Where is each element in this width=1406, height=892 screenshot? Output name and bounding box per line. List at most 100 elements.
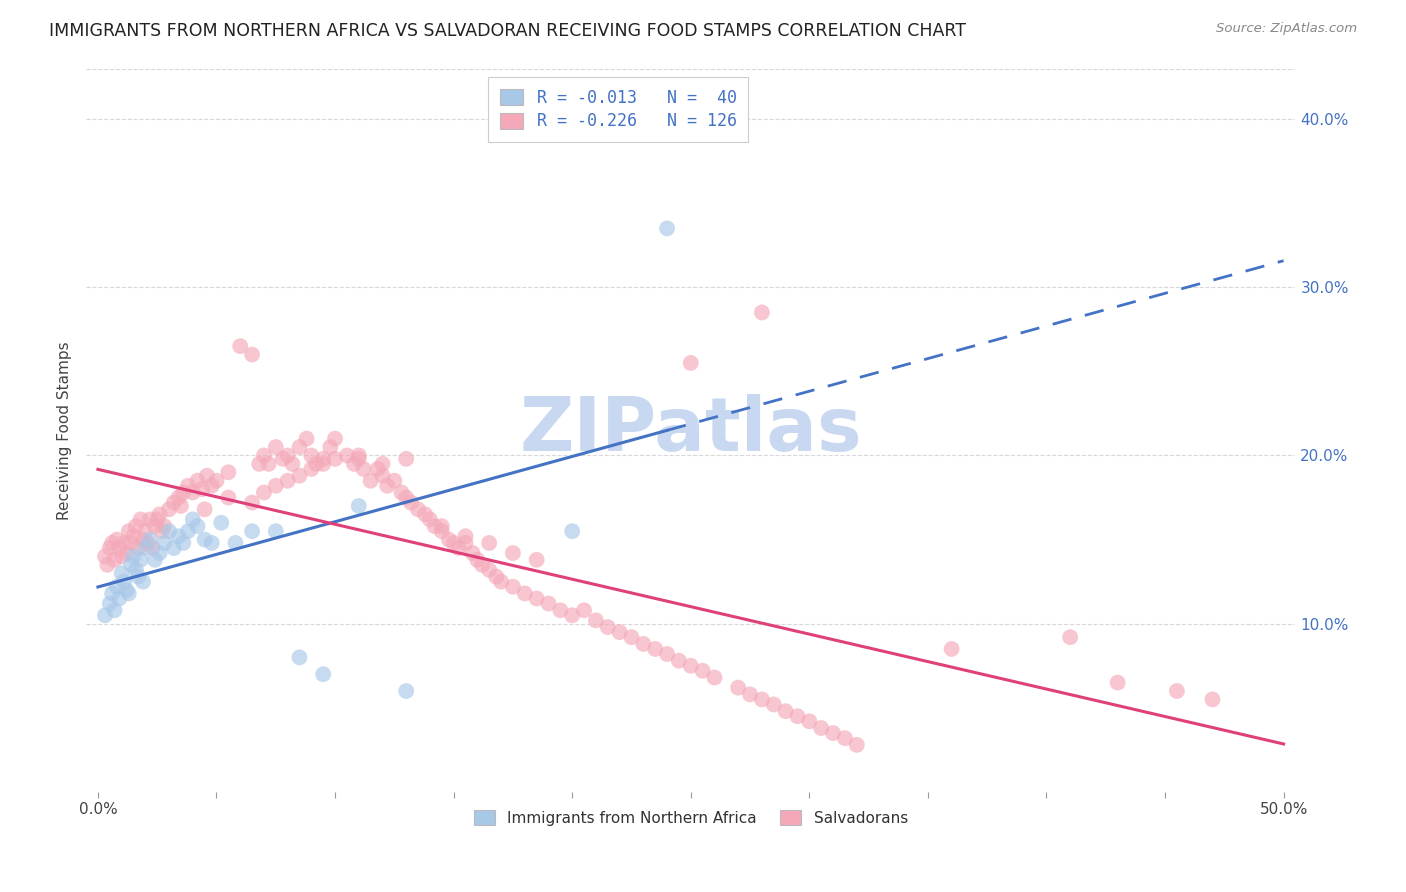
Point [172, 536, 194, 550]
Point [1059, 630, 1081, 644]
Point [253, 449, 276, 463]
Point [139, 512, 162, 526]
Point [471, 558, 494, 572]
Point [148, 546, 170, 560]
Point [136, 536, 159, 550]
Point [762, 698, 785, 712]
Point [264, 524, 287, 538]
Point [343, 457, 366, 471]
Point [347, 499, 370, 513]
Point [201, 536, 224, 550]
Point [461, 546, 484, 560]
Point [209, 516, 232, 530]
Point [98, 597, 121, 611]
Point [167, 529, 190, 543]
Point [751, 305, 773, 319]
Point [127, 569, 149, 583]
Point [94, 608, 117, 623]
Point [561, 608, 583, 623]
Point [347, 451, 370, 466]
Point [112, 574, 135, 589]
Point [443, 536, 465, 550]
Point [395, 451, 418, 466]
Point [194, 502, 217, 516]
Point [129, 512, 152, 526]
Point [382, 474, 405, 488]
Point [101, 586, 124, 600]
Point [125, 563, 148, 577]
Point [103, 553, 125, 567]
Point [644, 642, 666, 657]
Point [118, 586, 141, 600]
Point [217, 465, 239, 479]
Point [478, 536, 501, 550]
Point [620, 630, 643, 644]
Point [679, 658, 702, 673]
Point [478, 563, 501, 577]
Point [153, 519, 176, 533]
Point [111, 566, 134, 581]
Point [111, 549, 134, 564]
Point [810, 721, 832, 735]
Point [395, 491, 418, 505]
Point [115, 546, 138, 560]
Point [799, 714, 821, 729]
Text: Source: ZipAtlas.com: Source: ZipAtlas.com [1216, 22, 1357, 36]
Point [391, 485, 413, 500]
Point [217, 491, 239, 505]
Point [419, 512, 441, 526]
Point [125, 519, 148, 533]
Point [143, 519, 166, 533]
Point [526, 553, 548, 567]
Point [98, 541, 121, 555]
Point [395, 684, 418, 698]
Point [194, 533, 217, 547]
Point [679, 356, 702, 370]
Point [786, 709, 808, 723]
Point [177, 479, 200, 493]
Point [526, 591, 548, 606]
Text: ZIPatlas: ZIPatlas [519, 393, 862, 467]
Point [153, 536, 176, 550]
Point [281, 457, 304, 471]
Point [150, 524, 173, 538]
Point [148, 508, 170, 522]
Point [139, 533, 162, 547]
Point [360, 474, 382, 488]
Point [430, 524, 453, 538]
Point [312, 451, 335, 466]
Point [1166, 684, 1188, 698]
Point [1201, 692, 1223, 706]
Point [134, 541, 156, 555]
Point [120, 536, 142, 550]
Point [277, 474, 299, 488]
Point [186, 519, 208, 533]
Point [108, 591, 131, 606]
Point [105, 533, 128, 547]
Point [122, 529, 145, 543]
Point [572, 603, 595, 617]
Point [347, 449, 370, 463]
Point [513, 586, 536, 600]
Point [127, 541, 149, 555]
Point [336, 449, 359, 463]
Point [157, 524, 180, 538]
Point [247, 457, 270, 471]
Point [375, 479, 398, 493]
Point [177, 524, 200, 538]
Point [240, 524, 263, 538]
Point [112, 536, 135, 550]
Point [399, 495, 422, 509]
Point [655, 221, 678, 235]
Point [454, 529, 477, 543]
Point [454, 536, 477, 550]
Point [633, 637, 655, 651]
Point [751, 692, 773, 706]
Point [240, 347, 263, 361]
Point [692, 664, 714, 678]
Point [141, 541, 163, 555]
Point [101, 536, 124, 550]
Point [201, 479, 224, 493]
Point [108, 541, 131, 555]
Point [288, 440, 311, 454]
